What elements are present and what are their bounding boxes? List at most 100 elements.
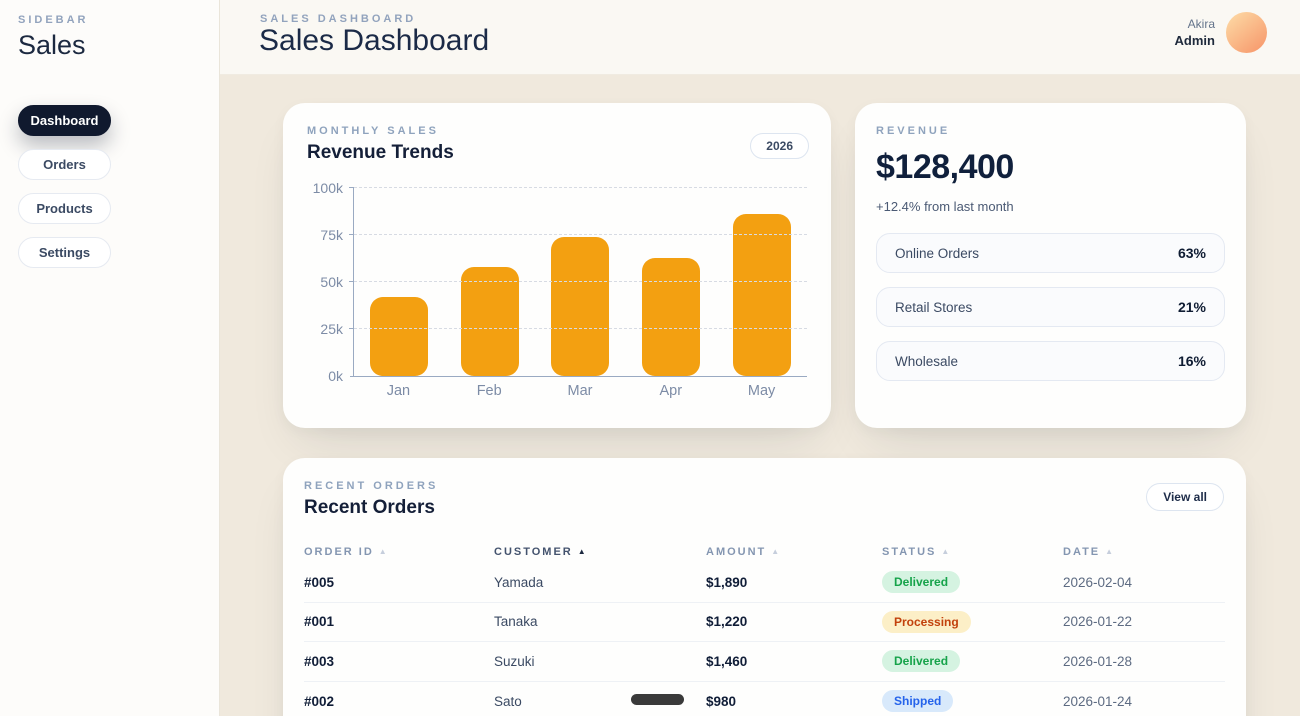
avatar[interactable] [1226, 12, 1267, 53]
view-all-button[interactable]: View all [1146, 483, 1224, 511]
sort-arrow-icon: ▲ [771, 546, 782, 556]
gridline [354, 234, 807, 235]
order-row[interactable]: #002 Sato $980 Shipped 2026-01-24 [304, 682, 1225, 716]
chart-bar-column [354, 188, 445, 376]
order-id-cell: #005 [304, 574, 335, 590]
user-info: Akira Admin [1175, 17, 1215, 48]
gridline [354, 187, 807, 188]
status-cell: Processing [882, 610, 1063, 633]
sort-arrow-icon: ▲ [378, 546, 389, 556]
sidebar-title: Sales [18, 30, 86, 60]
chart-bar-jan [370, 297, 429, 376]
cursor-pill [631, 694, 684, 705]
status-cell: Delivered [882, 571, 1063, 594]
date-cell: 2026-01-22 [1063, 614, 1133, 630]
order-id-cell: #001 [304, 614, 335, 630]
chart-x-axis-labels: Jan Feb Mar Apr May [353, 383, 807, 399]
chart-bar-column [445, 188, 536, 376]
chart-bar-column [535, 188, 626, 376]
y-tick-label: 25k [320, 321, 343, 337]
user-name: Akira [1187, 17, 1215, 31]
y-tick-label: 50k [320, 274, 343, 290]
chart-plot-area [349, 187, 807, 377]
chart-bar-may [732, 214, 791, 376]
orders-table: ORDER ID ▲ CUSTOMER ▲ AMOUNT ▲ STATUS ▲ DATE ▲ #0… [304, 540, 1225, 716]
order-row[interactable]: #005 Yamada $1,890 Delivered 2026-02-04 [304, 563, 1225, 603]
chart-bars [354, 188, 807, 376]
chart-card-eyebrow: MONTHLY SALES [307, 125, 439, 137]
y-tick-label: 100k [312, 180, 343, 196]
revenue-trends-bar-chart: 0k 25k 50k 75k 100k Jan Feb Mar Apr May [307, 180, 807, 399]
x-tick-label: Apr [659, 383, 683, 399]
column-header-status[interactable]: STATUS ▲ [882, 546, 1063, 558]
revenue-card-eyebrow: REVENUE [876, 125, 951, 137]
revenue-total: $128,400 [876, 148, 1014, 186]
status-badge: Shipped [882, 690, 954, 713]
chart-y-axis-labels: 0k 25k 50k 75k 100k [307, 180, 353, 384]
orders-table-body: #005 Yamada $1,890 Delivered 2026-02-04 #001 T… [304, 563, 1225, 716]
order-row[interactable]: #003 Suzuki $1,460 Delivered 2026-01-28 [304, 642, 1225, 682]
column-header-date[interactable]: DATE ▲ [1063, 546, 1225, 558]
revenue-delta: +12.4% from last month [876, 199, 1014, 214]
page-title: Sales Dashboard [259, 24, 490, 57]
status-badge: Delivered [882, 571, 961, 594]
column-label: CUSTOMER [494, 545, 573, 558]
orders-card-title: Recent Orders [304, 497, 435, 518]
customer-cell: Suzuki [494, 653, 535, 669]
orders-table-header: ORDER ID ▲ CUSTOMER ▲ AMOUNT ▲ STATUS ▲ DATE ▲ [304, 540, 1225, 563]
customer-cell: Sato [494, 693, 522, 709]
column-label: AMOUNT [706, 545, 767, 558]
y-axis-tick [349, 187, 354, 188]
y-axis-tick [349, 328, 354, 329]
y-tick-label: 0k [328, 368, 343, 384]
customer-cell: Tanaka [494, 614, 538, 630]
amount-cell: $1,460 [706, 653, 748, 669]
breakdown-label: Online Orders [895, 245, 980, 261]
user-role: Admin [1174, 33, 1215, 48]
gridline [354, 328, 807, 329]
x-tick-label: Jan [386, 383, 411, 399]
column-header-amount[interactable]: AMOUNT ▲ [706, 546, 882, 558]
chart-bar-column [716, 188, 807, 376]
x-tick-label: Feb [476, 383, 502, 399]
recent-orders-card: RECENT ORDERS Recent Orders View all ORD… [283, 458, 1246, 716]
date-cell: 2026-02-04 [1063, 574, 1133, 590]
sidebar-item-settings[interactable]: Settings [18, 237, 111, 268]
status-badge: Processing [882, 610, 971, 633]
breakdown-label: Retail Stores [895, 299, 973, 315]
sort-arrow-icon: ▲ [1105, 546, 1116, 556]
revenue-breakdown-list: Online Orders 63% Retail Stores 21% Wholesal… [876, 233, 1225, 381]
revenue-summary-card: REVENUE $128,400 +12.4% from last month … [855, 103, 1246, 428]
status-cell: Shipped [882, 690, 1063, 713]
sidebar-nav: Dashboard Orders Products Settings [18, 105, 201, 268]
orders-card-eyebrow: RECENT ORDERS [304, 480, 439, 492]
chart-bar-column [626, 188, 717, 376]
date-cell: 2026-01-24 [1063, 693, 1133, 709]
x-axis-line [350, 376, 807, 377]
sidebar-eyebrow: SIDEBAR [18, 14, 89, 26]
order-id-cell: #003 [304, 653, 335, 669]
order-row[interactable]: #001 Tanaka $1,220 Processing 2026-01-22 [304, 603, 1225, 642]
year-badge[interactable]: 2026 [750, 133, 809, 159]
sidebar-item-products[interactable]: Products [18, 193, 111, 224]
sidebar-item-orders[interactable]: Orders [18, 149, 111, 180]
column-label: DATE [1063, 545, 1101, 558]
breakdown-row: Retail Stores 21% [876, 287, 1225, 327]
breakdown-row: Online Orders 63% [876, 233, 1225, 273]
chart-bar-apr [642, 257, 701, 376]
date-cell: 2026-01-28 [1063, 653, 1133, 669]
breakdown-value: 16% [1177, 353, 1206, 369]
status-cell: Delivered [882, 650, 1063, 673]
x-tick-label: May [747, 383, 776, 399]
chart-bar-feb [460, 266, 519, 376]
sort-arrow-icon: ▲ [577, 546, 588, 556]
revenue-trends-card: MONTHLY SALES Revenue Trends 2026 0k 25k 5… [283, 103, 831, 428]
column-header-order-id[interactable]: ORDER ID ▲ [304, 546, 494, 558]
sidebar: SIDEBAR Sales Dashboard Orders Products Set… [0, 0, 220, 716]
sort-arrow-icon: ▲ [941, 546, 952, 556]
amount-cell: $1,890 [706, 574, 748, 590]
sidebar-item-dashboard[interactable]: Dashboard [18, 105, 111, 136]
order-id-cell: #002 [304, 693, 335, 709]
column-header-customer[interactable]: CUSTOMER ▲ [494, 546, 706, 558]
y-axis-tick [349, 281, 354, 282]
